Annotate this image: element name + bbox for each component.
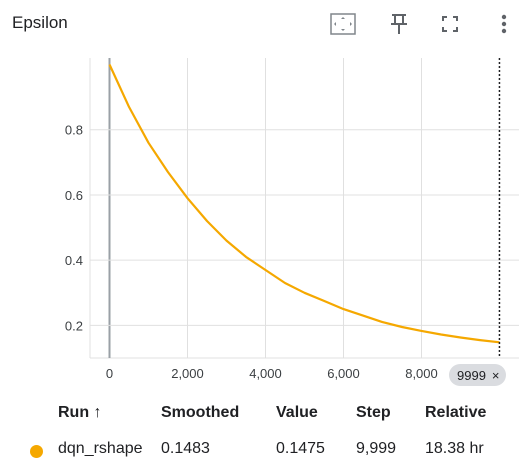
chart-canvas[interactable]: 0 2,000 4,000 6,000 8,000 0.2 0.4 0.6 0.8 — [0, 50, 531, 390]
close-icon[interactable]: × — [491, 367, 500, 383]
x-tick-label: 0 — [106, 366, 113, 381]
raw-value: 0.1475 — [276, 440, 325, 457]
smoothed-value: 0.1483 — [161, 440, 210, 457]
column-header-relative[interactable]: Relative — [425, 404, 487, 421]
step-value: 9,999 — [356, 440, 397, 457]
x-tick-label: 4,000 — [249, 366, 282, 381]
y-tick-label: 0.6 — [65, 188, 83, 203]
panel-title: Epsilon — [12, 13, 68, 32]
series-line-dqn_rshape[interactable] — [108, 64, 500, 344]
x-tick-label: 8,000 — [405, 366, 438, 381]
more-vert-icon[interactable] — [490, 10, 518, 38]
relative-time: 18.38 hr — [425, 440, 484, 457]
line-chart[interactable]: 0 2,000 4,000 6,000 8,000 0.2 0.4 0.6 0.8 — [0, 50, 531, 390]
fit-domain-icon[interactable] — [329, 10, 357, 38]
run-color-icon — [30, 445, 43, 458]
fullscreen-icon[interactable] — [436, 10, 464, 38]
run-name: dqn_rshape — [58, 440, 143, 457]
column-header-value[interactable]: Value — [276, 404, 318, 421]
pin-icon[interactable] — [385, 10, 413, 38]
x-tick-label: 6,000 — [327, 366, 360, 381]
column-header-smoothed[interactable]: Smoothed — [161, 404, 240, 421]
column-header-run[interactable]: Run ↑ — [58, 404, 102, 421]
y-tick-label: 0.8 — [65, 123, 83, 138]
hover-step-badge[interactable]: 9999 × — [449, 364, 506, 386]
y-tick-label: 0.4 — [65, 253, 83, 268]
hover-step-label: 9999 — [457, 367, 486, 383]
y-tick-label: 0.2 — [65, 318, 83, 333]
column-header-step[interactable]: Step — [356, 404, 391, 421]
table-row[interactable]: dqn_rshape 0.1483 0.1475 9,999 18.38 hr — [0, 440, 531, 466]
x-tick-label: 2,000 — [171, 366, 204, 381]
table-header: Run ↑ Smoothed Value Step Relative — [0, 404, 531, 430]
